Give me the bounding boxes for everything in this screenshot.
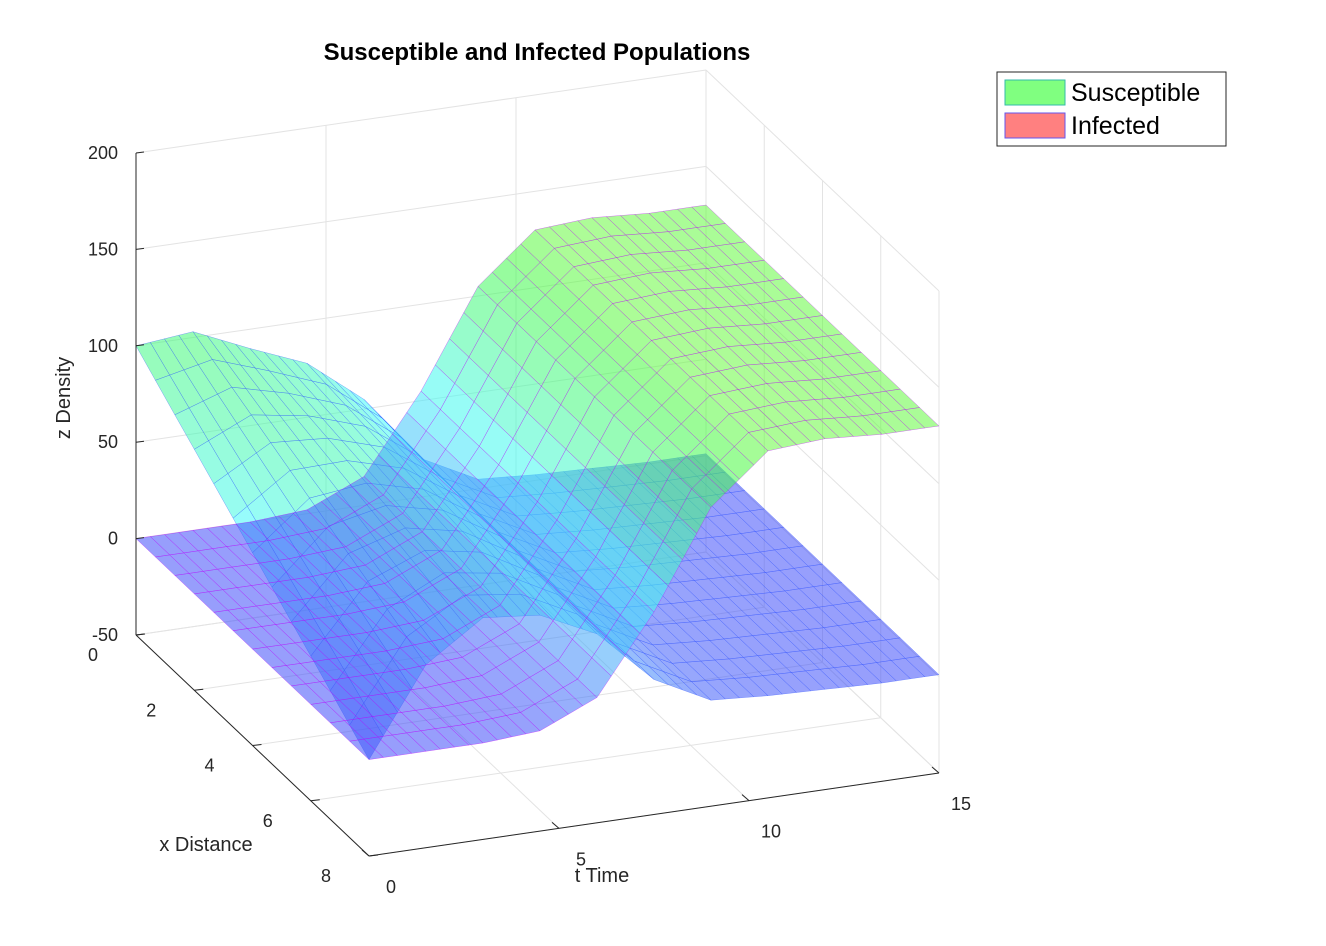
x-tick — [135, 633, 146, 636]
x-tick — [194, 688, 204, 691]
t-tick-label: 10 — [761, 822, 781, 842]
t-tick-label: 5 — [576, 849, 586, 869]
z-tick-label: -50 — [92, 625, 118, 645]
surfaces — [135, 204, 940, 761]
z-axis-label: z Density — [53, 357, 75, 439]
z-tick — [135, 247, 145, 250]
legend-label-susceptible: Susceptible — [1071, 79, 1200, 107]
x-tick-label: 4 — [204, 756, 214, 776]
z-tick-label: 150 — [88, 239, 118, 259]
x-tick-label: 0 — [88, 645, 98, 665]
grid-line — [310, 717, 881, 802]
x-tick — [310, 799, 320, 802]
x-axis-label: x Distance — [159, 834, 252, 856]
t-tick — [361, 849, 370, 857]
legend-swatch-susceptible — [1004, 79, 1066, 106]
legend-label-infected: Infected — [1071, 112, 1160, 140]
chart-title: Susceptible and Infected Populations — [324, 39, 751, 66]
t-tick — [551, 821, 560, 829]
grid-line — [135, 69, 707, 154]
legend-swatch-infected — [1004, 112, 1066, 139]
x-tick — [368, 854, 379, 857]
z-tick — [135, 151, 145, 154]
x-tick-label: 2 — [146, 700, 156, 720]
x-tick — [252, 744, 262, 746]
t-tick — [931, 766, 940, 774]
surface-patch — [904, 407, 940, 429]
z-tick — [135, 440, 145, 443]
t-tick — [741, 794, 750, 802]
z-tick — [135, 344, 145, 347]
z-tick-label: 0 — [108, 529, 118, 549]
surface-infected — [135, 204, 940, 760]
t-tick-label: 0 — [386, 877, 396, 897]
z-tick — [135, 537, 145, 540]
grid-line — [705, 166, 940, 388]
t-axis-label: t Time — [575, 865, 629, 887]
z-tick-label: 50 — [98, 432, 118, 452]
t-tick-label: 15 — [951, 794, 971, 814]
z-tick-label: 100 — [88, 336, 118, 356]
surface-patch — [904, 656, 940, 677]
legend: Susceptible Infected — [996, 71, 1227, 147]
grid-line — [135, 165, 707, 250]
grid-line — [705, 69, 940, 292]
x-tick-label: 6 — [263, 811, 273, 831]
z-tick-label: 200 — [88, 143, 118, 163]
t-axis-line — [368, 772, 940, 857]
x-tick-label: 8 — [321, 866, 331, 886]
